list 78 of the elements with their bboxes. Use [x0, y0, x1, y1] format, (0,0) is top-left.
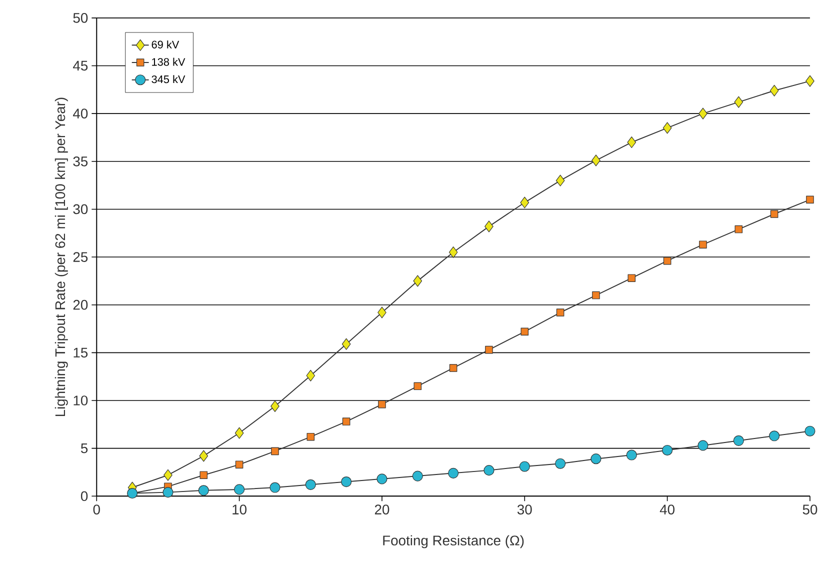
point — [556, 308, 564, 316]
point — [448, 246, 458, 258]
point — [662, 445, 673, 456]
point — [699, 240, 707, 249]
point — [270, 482, 280, 493]
point — [662, 122, 672, 134]
point — [626, 450, 637, 460]
point — [376, 474, 388, 484]
point — [592, 291, 600, 300]
point — [234, 427, 244, 439]
y-tick-label: 0 — [80, 491, 88, 502]
point — [520, 196, 530, 208]
point — [199, 450, 208, 462]
point — [305, 479, 316, 490]
point — [484, 465, 494, 476]
y-tick-label: 5 — [80, 444, 88, 454]
point — [519, 461, 530, 472]
y-tick-label: 20 — [73, 300, 88, 310]
point — [164, 469, 172, 481]
point — [590, 454, 602, 464]
point — [412, 470, 423, 482]
point — [698, 440, 708, 451]
point — [414, 382, 422, 390]
point — [200, 471, 208, 480]
point — [306, 370, 316, 382]
point — [342, 418, 350, 426]
y-tick-label: 10 — [74, 396, 88, 406]
point — [448, 468, 459, 479]
point — [378, 400, 386, 408]
y-tick-label: 30 — [73, 204, 88, 214]
point — [804, 426, 816, 436]
point — [342, 338, 351, 350]
point — [520, 328, 529, 336]
point — [770, 210, 778, 218]
y-axis-title: Lightning Tripout Rate (per 62 mi [100 km] per Year) — [54, 98, 68, 416]
point — [555, 458, 566, 469]
point — [306, 433, 315, 441]
point — [271, 447, 279, 456]
point — [235, 460, 244, 469]
point — [485, 346, 493, 354]
point — [734, 96, 744, 108]
legend-label: 69 kV — [152, 40, 180, 49]
y-tick-label: 35 — [73, 156, 88, 166]
point — [628, 274, 636, 282]
point — [806, 196, 814, 204]
x-tick-label: 10 — [232, 504, 246, 515]
y-tick-label: 45 — [73, 60, 88, 71]
x-axis-title: Footing Resistance (Ω) — [383, 535, 524, 548]
x-tick-label: 20 — [374, 504, 390, 515]
point — [734, 225, 743, 234]
point — [449, 364, 458, 372]
point — [806, 75, 814, 87]
point — [663, 257, 672, 265]
y-tick-label: 40 — [73, 108, 88, 119]
point — [733, 435, 744, 446]
point — [698, 108, 708, 120]
point — [198, 485, 209, 496]
point — [627, 136, 636, 148]
y-tick-label: 50 — [73, 13, 88, 23]
point — [270, 400, 280, 412]
point — [378, 306, 386, 318]
point — [162, 487, 174, 498]
point — [413, 275, 422, 287]
y-tick-label: 15 — [74, 348, 88, 358]
x-tick-label: 0 — [93, 504, 100, 515]
legend-label: 345 kV — [152, 75, 186, 84]
point — [484, 220, 494, 232]
x-tick-label: 40 — [660, 504, 674, 515]
point — [592, 154, 600, 166]
x-tick-label: 30 — [517, 504, 532, 515]
x-tick-label: 50 — [802, 504, 818, 515]
point — [234, 484, 245, 495]
y-tick-label: 25 — [73, 252, 88, 262]
point — [769, 430, 780, 442]
legend-label: 138 kV — [152, 58, 186, 66]
point — [341, 476, 352, 488]
point — [556, 174, 565, 186]
point — [770, 84, 779, 96]
